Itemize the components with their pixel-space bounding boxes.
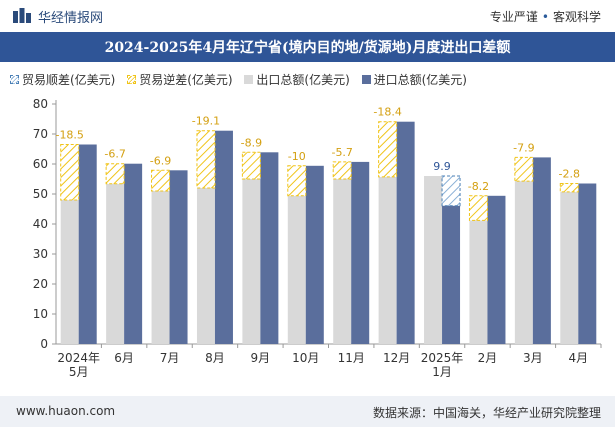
y-tick-label: 80 (33, 97, 48, 111)
legend-item-export: 出口总额(亿美元) (244, 71, 350, 88)
x-tick-label: 2025年 (421, 351, 464, 365)
balance-label: -6.9 (150, 154, 171, 167)
deficit-bar (105, 163, 125, 185)
export-bar (151, 191, 170, 344)
export-bar (196, 188, 215, 344)
y-tick-label: 10 (33, 307, 48, 321)
export-bar (60, 200, 79, 344)
x-tick-label: 3月 (523, 351, 543, 365)
legend-label-export: 出口总额(亿美元) (256, 73, 350, 87)
export-bar (287, 195, 306, 344)
surplus-bar (441, 175, 461, 207)
x-tick-label: 5月 (69, 365, 89, 379)
separator-dot-icon: • (541, 10, 549, 24)
legend-swatch-export (244, 75, 254, 84)
y-tick-label: 40 (33, 217, 48, 231)
slogan: 专业严谨 • 客观科学 (490, 8, 601, 25)
x-tick-label: 12月 (383, 351, 410, 365)
x-tick-label: 2月 (478, 351, 498, 365)
legend-swatch-import (361, 75, 371, 84)
export-bar (106, 183, 125, 344)
deficit-bar (151, 169, 171, 192)
deficit-bar (514, 156, 534, 182)
x-tick-label: 4月 (568, 351, 588, 365)
import-bar (214, 130, 233, 344)
data-source: 数据来源：中国海关，华经产业研究院整理 (372, 406, 601, 420)
deficit-bar (378, 121, 398, 178)
export-bar (469, 220, 488, 344)
slogan-tag-2: 客观科学 (552, 10, 601, 24)
balance-label: -8.2 (468, 180, 489, 193)
y-tick-label: 30 (33, 247, 48, 261)
legend-label-surplus: 贸易顺差(亿美元) (22, 73, 116, 87)
export-bar (514, 181, 533, 344)
balance-label: -18.4 (373, 106, 401, 119)
footer: www.huaon.com 数据来源：中国海关，华经产业研究院整理 (0, 396, 615, 427)
legend-label-deficit: 贸易逆差(亿美元) (139, 73, 233, 87)
import-bar (578, 183, 597, 344)
y-tick-label: 70 (33, 127, 48, 141)
import-bar (487, 195, 506, 344)
import-bar (260, 152, 279, 344)
balance-label: -7.9 (513, 141, 534, 154)
balance-label: 9.9 (433, 160, 451, 173)
y-tick-label: 0 (40, 337, 48, 351)
x-tick-label: 1月 (432, 365, 452, 379)
x-tick-label: 7月 (160, 351, 180, 365)
x-tick-label: 9月 (251, 351, 271, 365)
import-bar (169, 170, 188, 344)
title-bar: 2024-2025年4月年辽宁省(境内目的地/货源地)月度进出口差额 (0, 32, 615, 62)
balance-label: -2.8 (559, 168, 580, 181)
x-tick-label: 10月 (292, 351, 319, 365)
deficit-bar (241, 151, 261, 180)
import-bar (351, 161, 370, 344)
balance-label: -6.7 (104, 148, 125, 161)
import-bar (124, 163, 143, 344)
slogan-tag-1: 专业严谨 (489, 10, 538, 24)
balance-label: -8.9 (241, 136, 262, 149)
brand-name: 华经情报网 (38, 11, 104, 26)
legend-label-import: 进口总额(亿美元) (373, 73, 467, 87)
legend-item-import: 进口总额(亿美元) (361, 71, 467, 88)
x-tick-label: 8月 (205, 351, 225, 365)
balance-label: -18.5 (55, 129, 83, 142)
chart-title: 2024-2025年4月年辽宁省(境内目的地/货源地)月度进出口差额 (104, 40, 511, 56)
export-bar (424, 176, 443, 344)
x-tick-label: 11月 (338, 351, 365, 365)
import-bar (442, 205, 461, 344)
export-bar (242, 179, 261, 344)
balance-label: -10 (288, 150, 306, 163)
legend-item-deficit: 贸易逆差(亿美元) (127, 71, 233, 88)
deficit-bar (468, 195, 488, 221)
legend-swatch-surplus (10, 75, 19, 84)
deficit-bar (332, 161, 352, 180)
import-bar (532, 157, 551, 344)
legend-swatch-deficit (127, 75, 137, 84)
import-bar (396, 121, 415, 344)
site-url: www.huaon.com (16, 404, 116, 418)
legend: 贸易顺差(亿美元) 贸易逆差(亿美元) 出口总额(亿美元) 进口总额(亿美元) (10, 71, 475, 88)
y-tick-label: 50 (33, 187, 48, 201)
logo-icon (13, 8, 31, 23)
import-bar (305, 165, 324, 344)
deficit-bar (196, 130, 216, 189)
export-bar (560, 191, 579, 344)
y-tick-label: 60 (33, 157, 48, 171)
deficit-bar (559, 183, 579, 193)
x-tick-label: 6月 (114, 351, 134, 365)
balance-label: -19.1 (192, 115, 220, 128)
balance-label: -5.7 (331, 146, 352, 159)
top-bar: 华经情报网 专业严谨 • 客观科学 (0, 0, 615, 32)
deficit-bar (60, 144, 80, 201)
import-bar (78, 144, 97, 344)
export-bar (333, 179, 352, 344)
deficit-bar (287, 165, 307, 197)
export-bar (378, 176, 397, 344)
x-tick-label: 2024年 (57, 351, 100, 365)
legend-item-surplus: 贸易顺差(亿美元) (10, 71, 115, 88)
y-tick-label: 20 (33, 277, 48, 291)
